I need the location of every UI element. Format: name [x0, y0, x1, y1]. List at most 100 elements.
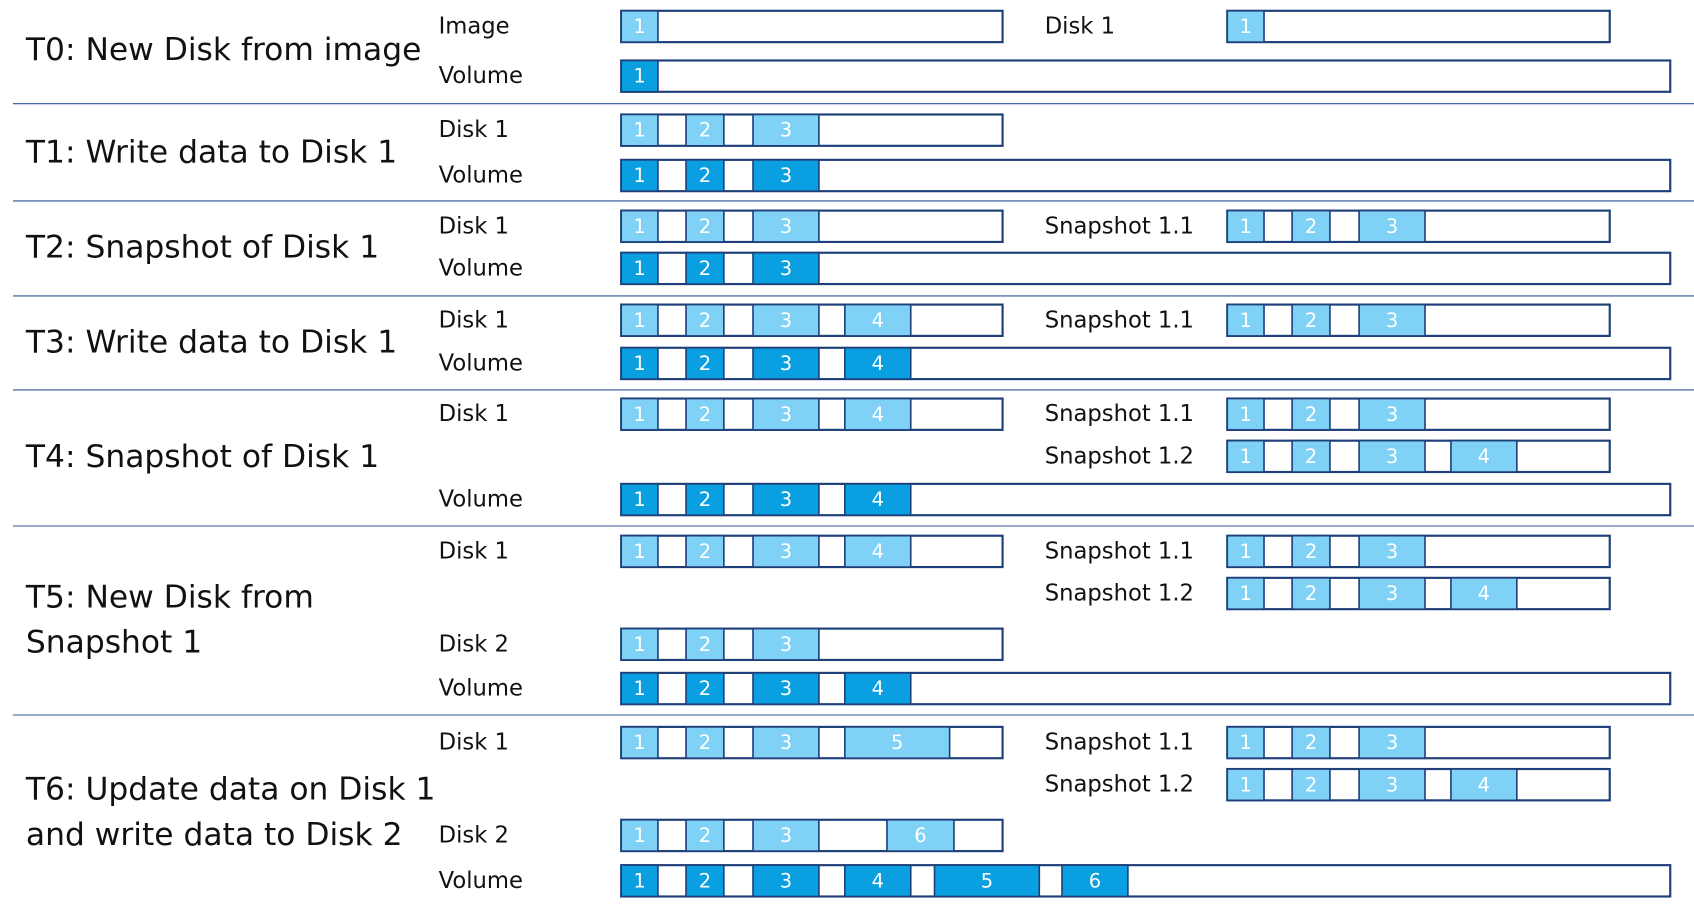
block-number: 2 [1305, 309, 1317, 332]
block-number: 4 [872, 869, 884, 892]
block-number: 1 [633, 309, 645, 332]
data-block [752, 672, 820, 706]
data-block [685, 113, 725, 147]
block-number: 4 [872, 309, 884, 332]
item-label: Volume [439, 676, 523, 702]
data-block [1226, 209, 1265, 243]
block-number: 2 [699, 540, 711, 563]
block-number: 3 [780, 164, 792, 187]
block-number: 1 [1239, 540, 1251, 563]
data-block [685, 627, 725, 661]
data-block [1226, 9, 1265, 43]
item-label: Snapshot 1.1 [1045, 213, 1194, 239]
block-number: 3 [1386, 215, 1398, 238]
block-number: 1 [633, 824, 645, 847]
data-block [1226, 303, 1265, 337]
data-block [620, 209, 659, 243]
block-number: 5 [981, 869, 993, 892]
data-block [685, 483, 725, 517]
item-label: Snapshot 1.2 [1045, 772, 1194, 798]
data-block [1226, 768, 1265, 802]
data-block [844, 672, 912, 706]
data-block [685, 209, 725, 243]
data-block [752, 159, 820, 192]
data-block [620, 726, 659, 760]
data-block [752, 818, 820, 852]
block-number: 2 [699, 309, 711, 332]
data-block [685, 818, 725, 852]
data-block [1358, 303, 1426, 337]
block-number: 4 [1478, 773, 1490, 796]
block-number: 2 [699, 488, 711, 511]
data-block [620, 534, 659, 568]
item-label: Volume [439, 350, 523, 376]
item-label: Disk 1 [439, 401, 509, 427]
block-number: 1 [633, 540, 645, 563]
block-number: 4 [872, 352, 884, 375]
block-number: 4 [1478, 582, 1490, 605]
block-number: 3 [780, 731, 792, 754]
data-block [886, 818, 955, 852]
data-block [1450, 577, 1518, 610]
data-block [1450, 439, 1518, 473]
block-number: 4 [872, 488, 884, 511]
block-number: 2 [699, 164, 711, 187]
block-number: 4 [872, 540, 884, 563]
block-number: 3 [1386, 445, 1398, 468]
block-number: 3 [780, 352, 792, 375]
data-block [1291, 768, 1331, 802]
block-number: 1 [1239, 403, 1251, 426]
data-block [1226, 577, 1265, 610]
data-block [685, 534, 725, 568]
data-block [933, 864, 1041, 898]
item-label: Volume [439, 163, 523, 189]
block-number: 2 [699, 869, 711, 892]
data-block [620, 672, 659, 706]
block-number: 1 [1239, 445, 1251, 468]
block-number: 1 [633, 488, 645, 511]
block-number: 3 [780, 869, 792, 892]
block-number: 3 [780, 633, 792, 656]
block-number: 2 [699, 403, 711, 426]
block-number: 1 [1239, 15, 1251, 38]
block-number: 1 [633, 869, 645, 892]
block-number: 2 [1305, 215, 1317, 238]
block-number: 2 [699, 119, 711, 142]
item-label: Volume [439, 487, 523, 513]
data-block [844, 726, 951, 760]
block-number: 1 [633, 215, 645, 238]
data-block [844, 534, 912, 568]
data-block [1358, 726, 1426, 760]
block-number: 3 [780, 119, 792, 142]
block-number: 1 [1239, 582, 1251, 605]
block-number: 1 [1239, 215, 1251, 238]
data-block [844, 303, 912, 337]
item-label: Snapshot 1.1 [1045, 538, 1194, 564]
block-number: 1 [633, 677, 645, 700]
block-number: 4 [872, 677, 884, 700]
block-number: 1 [633, 731, 645, 754]
block-number: 3 [780, 215, 792, 238]
data-block [1061, 864, 1129, 898]
data-block [1291, 534, 1331, 568]
block-number: 3 [1386, 773, 1398, 796]
block-number: 3 [1386, 403, 1398, 426]
row-title: T4: Snapshot of Disk 1 [25, 439, 379, 475]
data-block [685, 159, 725, 192]
block-number: 1 [633, 119, 645, 142]
data-block [620, 818, 659, 852]
item-label: Disk 1 [439, 538, 509, 564]
data-block [752, 726, 820, 760]
data-block [1291, 439, 1331, 473]
item-label: Snapshot 1.2 [1045, 581, 1194, 607]
block-number: 1 [633, 633, 645, 656]
block-number: 3 [780, 540, 792, 563]
block-number: 1 [633, 164, 645, 187]
data-block [620, 251, 659, 285]
block-number: 2 [699, 824, 711, 847]
data-block [685, 726, 725, 760]
block-number: 3 [780, 824, 792, 847]
data-block [620, 59, 659, 93]
